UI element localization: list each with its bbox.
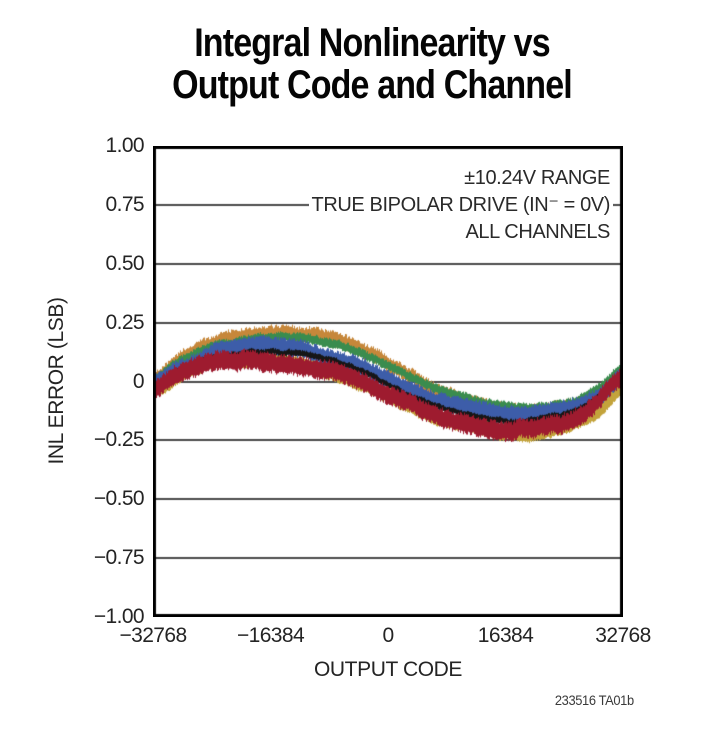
x-tick-label: −32768 [119,624,187,647]
x-tick-label: 32768 [595,624,651,647]
footer-note: 233516 TA01b [555,692,634,708]
y-tick-label: 0.50 [105,251,145,275]
plot-canvas [153,146,623,617]
annotation-drive: TRUE BIPOLAR DRIVE (IN⁻ = 0V) [308,194,613,216]
annotation-range: ±10.24V RANGE [461,167,613,189]
y-tick-label: −0.50 [93,487,145,511]
y-tick-label: −0.75 [93,546,145,570]
y-tick-label: 0.75 [105,192,145,216]
y-tick-label: 1.00 [105,134,145,157]
x-axis-label: OUTPUT CODE [313,658,463,681]
page-title-line-2: Output Code and Channel [172,63,573,107]
x-tick-label: 0 [382,624,394,647]
page-title-line-1: Integral Nonlinearity vs [194,21,550,65]
y-tick-label: −1.00 [93,605,145,628]
plot-area [153,146,623,617]
annotation-channels: ALL CHANNELS [462,221,613,243]
x-tick-label: −16384 [236,624,305,647]
y-tick-label: 0 [132,369,145,393]
y-tick-label: −0.25 [93,428,145,452]
y-tick-label: 0.25 [105,310,145,334]
x-tick-label: 16384 [477,624,534,647]
page-title: Integral Nonlinearity vs Output Code and… [56,22,674,106]
